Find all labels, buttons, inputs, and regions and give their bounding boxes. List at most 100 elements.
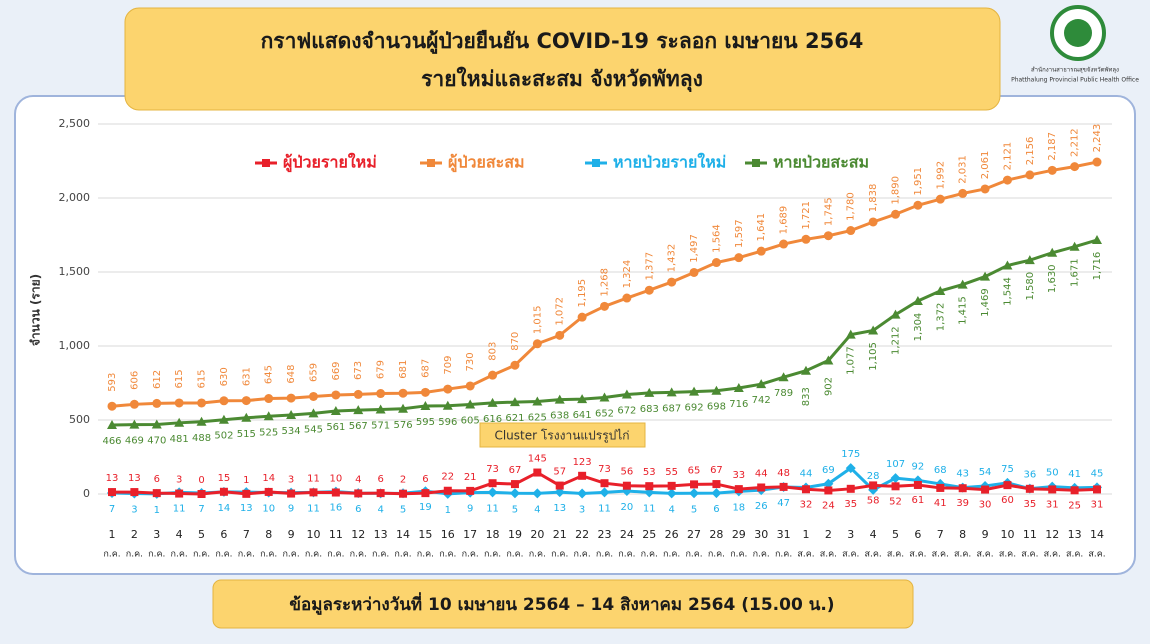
marker xyxy=(532,339,542,349)
marker xyxy=(957,279,968,289)
data-label: 596 xyxy=(438,417,457,428)
x-tick-label: 2 xyxy=(825,528,832,541)
data-label: 1 xyxy=(243,475,249,486)
data-label: 1,716 xyxy=(1092,252,1103,281)
marker xyxy=(1002,260,1013,270)
y-tick-label: 2,000 xyxy=(59,191,91,204)
marker xyxy=(599,487,610,498)
marker xyxy=(980,184,990,194)
marker xyxy=(845,463,856,474)
data-label: 145 xyxy=(528,454,547,465)
marker xyxy=(1003,481,1012,490)
data-label: 68 xyxy=(934,465,947,476)
footer: ข้อมูลระหว่างวันที่ 10 เมษายน 2564 – 14 … xyxy=(289,592,834,616)
data-label: 30 xyxy=(979,500,992,511)
marker xyxy=(443,486,452,495)
legend-label: ผู้ป่วยรายใหม่ xyxy=(283,153,377,174)
x-tick-month: ก.ค. xyxy=(685,550,702,560)
marker xyxy=(487,487,498,498)
x-tick-label: 7 xyxy=(937,528,944,541)
marker xyxy=(667,277,677,287)
title: รายใหม่และสะสม จังหวัดพัทลุง xyxy=(421,66,703,93)
x-tick-label: 28 xyxy=(709,528,723,541)
data-label: 571 xyxy=(371,420,390,431)
x-tick-label: 31 xyxy=(777,528,791,541)
marker xyxy=(107,420,117,430)
marker xyxy=(510,360,520,370)
marker xyxy=(1093,485,1101,494)
x-tick-label: 13 xyxy=(1068,528,1082,541)
x-tick-month: ก.ค. xyxy=(484,550,501,560)
data-label: 41 xyxy=(1068,469,1081,480)
data-label: 11 xyxy=(643,503,656,514)
marker xyxy=(689,267,699,277)
data-label: 54 xyxy=(979,467,992,478)
y-tick-label: 500 xyxy=(69,413,90,426)
x-tick-label: 19 xyxy=(508,528,522,541)
x-tick-month: ก.ค. xyxy=(126,550,143,560)
marker xyxy=(398,403,409,413)
marker xyxy=(868,217,878,227)
marker xyxy=(509,397,520,407)
data-label: 13 xyxy=(128,473,141,484)
data-label: 687 xyxy=(662,403,681,414)
data-label: 534 xyxy=(282,426,301,437)
annotation-box xyxy=(479,422,646,448)
marker xyxy=(242,489,251,498)
data-label: 6 xyxy=(422,474,428,485)
data-label: 13 xyxy=(240,503,253,514)
x-tick-label: 30 xyxy=(754,528,768,541)
x-tick-month: ส.ค. xyxy=(1021,550,1038,560)
data-label: 5 xyxy=(691,504,697,515)
marker xyxy=(600,479,609,488)
data-label: 36 xyxy=(1023,470,1036,481)
x-tick-label: 29 xyxy=(732,528,746,541)
y-tick-label: 0 xyxy=(83,487,90,500)
x-tick-month: ก.ค. xyxy=(775,550,792,560)
data-label: 11 xyxy=(307,473,320,484)
data-label: 502 xyxy=(214,431,233,442)
data-label: 3 xyxy=(288,475,294,486)
data-label: 55 xyxy=(665,467,678,478)
data-label: 515 xyxy=(237,429,256,440)
data-label: 1,497 xyxy=(689,234,700,263)
data-label: 1,195 xyxy=(577,279,588,308)
data-label: 567 xyxy=(349,421,368,432)
data-label: 789 xyxy=(774,388,793,399)
organization: Phatthalung Provincial Public Health Off… xyxy=(1011,77,1139,84)
data-label: 1,072 xyxy=(555,297,566,326)
data-label: 648 xyxy=(286,365,297,384)
marker xyxy=(376,489,385,498)
marker xyxy=(712,480,721,489)
data-label: 1,671 xyxy=(1070,258,1081,287)
marker xyxy=(577,312,587,322)
data-label: 61 xyxy=(912,495,925,506)
data-label: 2,121 xyxy=(1002,142,1013,171)
data-label: 14 xyxy=(218,503,231,514)
data-label: 22 xyxy=(441,472,454,483)
data-label: 35 xyxy=(1023,499,1036,510)
data-label: 692 xyxy=(684,403,703,414)
data-label: 6 xyxy=(154,474,160,485)
marker xyxy=(980,271,991,281)
marker xyxy=(912,296,923,306)
x-tick-month: ก.ค. xyxy=(753,550,770,560)
marker xyxy=(622,293,632,303)
data-label: 631 xyxy=(241,367,252,386)
data-label: 14 xyxy=(262,473,275,484)
x-tick-label: 9 xyxy=(288,528,295,541)
data-label: 11 xyxy=(598,503,611,514)
data-label: 2,212 xyxy=(1070,128,1081,157)
data-label: 659 xyxy=(308,363,319,382)
data-label: 593 xyxy=(107,373,118,392)
data-label: 21 xyxy=(464,472,477,483)
x-tick-label: 10 xyxy=(1000,528,1014,541)
x-tick-label: 10 xyxy=(306,528,320,541)
data-label: 803 xyxy=(488,342,499,361)
x-tick-month: ก.ค. xyxy=(417,550,434,560)
marker xyxy=(420,387,430,397)
data-label: 75 xyxy=(1001,464,1014,475)
data-label: 44 xyxy=(800,468,813,479)
x-tick-month: ก.ค. xyxy=(551,550,568,560)
data-label: 28 xyxy=(867,471,880,482)
